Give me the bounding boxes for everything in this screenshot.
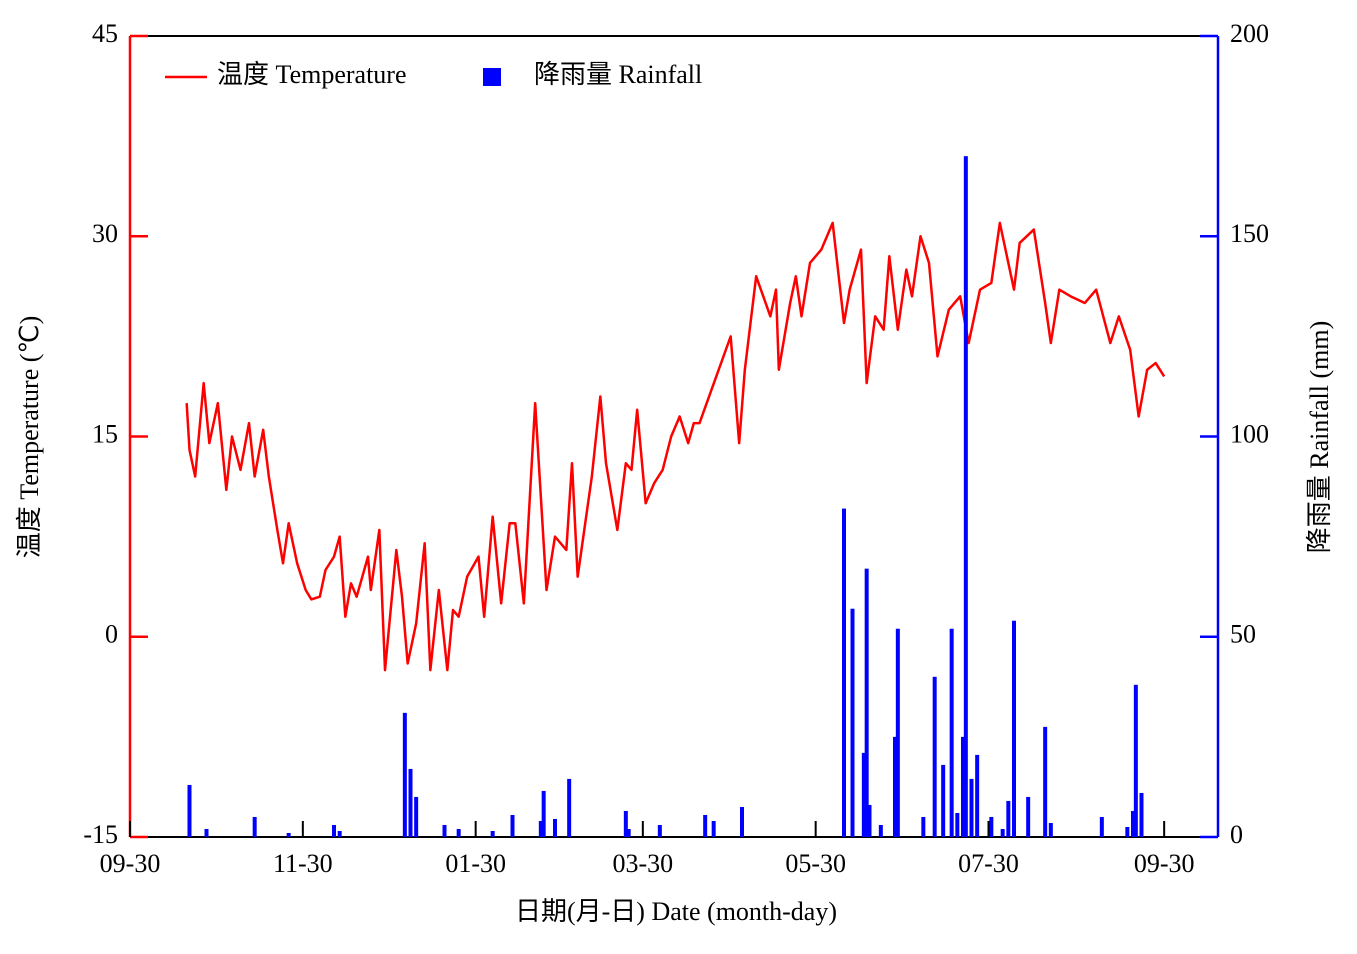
rainfall-bar bbox=[893, 736, 897, 837]
y2-axis-label: 降雨量 Rainfall (mm) bbox=[1305, 321, 1334, 554]
legend-swatch bbox=[483, 68, 501, 86]
x-tick-label: 01-30 bbox=[445, 849, 506, 878]
rainfall-bar bbox=[623, 810, 628, 837]
rainfall-bar bbox=[963, 156, 968, 837]
temperature-line bbox=[185, 221, 1166, 672]
y-tick-label: 45 bbox=[92, 19, 118, 48]
rainfall-bar bbox=[337, 830, 342, 837]
rainfall-bar bbox=[955, 812, 960, 837]
rainfall-bar bbox=[895, 628, 900, 837]
rainfall-bar bbox=[921, 816, 926, 837]
x-tick-label: 11-30 bbox=[273, 849, 333, 878]
x-tick-label: 07-30 bbox=[958, 849, 1019, 878]
rainfall-bar bbox=[864, 568, 869, 837]
rainfall-bar bbox=[286, 832, 291, 837]
rainfall-bar bbox=[861, 752, 866, 837]
rainfall-bar bbox=[510, 814, 515, 837]
y-tick-label: 30 bbox=[92, 219, 118, 248]
legend-label: 温度 Temperature bbox=[217, 60, 407, 89]
rainfall-bar bbox=[1012, 620, 1016, 837]
rainfall-bar bbox=[1099, 816, 1104, 837]
rainfall-bar bbox=[1000, 828, 1005, 837]
rainfall-bar bbox=[538, 820, 543, 837]
rainfall-bar bbox=[626, 828, 631, 837]
rainfall-bar bbox=[1048, 822, 1053, 837]
rainfall-bar bbox=[867, 804, 872, 837]
rainfall-bar bbox=[187, 784, 192, 837]
rainfall-bar bbox=[932, 676, 937, 837]
rainfall-bar bbox=[1131, 810, 1135, 837]
rainfall-bar bbox=[402, 712, 407, 837]
rainfall-bar bbox=[711, 820, 716, 837]
rainfall-bar bbox=[657, 824, 662, 837]
y2-tick-label: 0 bbox=[1230, 820, 1243, 849]
rainfall-bar bbox=[1125, 826, 1130, 837]
x-tick-label: 09-30 bbox=[1134, 849, 1195, 878]
y2-tick-label: 50 bbox=[1230, 620, 1256, 649]
rainfall-bar bbox=[703, 814, 708, 837]
y-axis-label: 温度 Temperature (℃) bbox=[15, 316, 44, 559]
rainfall-bar bbox=[252, 816, 257, 837]
rainfall-bar bbox=[1043, 726, 1048, 837]
rainfall-bar bbox=[408, 768, 413, 837]
x-tick-label: 05-30 bbox=[785, 849, 846, 878]
rainfall-bar bbox=[456, 828, 461, 837]
x-tick-label: 03-30 bbox=[612, 849, 673, 878]
y-tick-label: 0 bbox=[105, 620, 118, 649]
rainfall-bar bbox=[1139, 792, 1144, 837]
rainfall-bar bbox=[204, 828, 209, 837]
rainfall-bar bbox=[1006, 800, 1011, 837]
rainfall-bar bbox=[941, 764, 946, 837]
rainfall-bar bbox=[989, 816, 994, 837]
rainfall-bar bbox=[850, 608, 855, 837]
rainfall-bar bbox=[567, 778, 572, 837]
y2-tick-label: 200 bbox=[1230, 19, 1269, 48]
x-axis-label: 日期(月-日) Date (month-day) bbox=[515, 897, 837, 926]
rainfall-bar bbox=[332, 824, 336, 837]
rainfall-bar bbox=[1133, 684, 1138, 837]
y2-tick-label: 100 bbox=[1230, 419, 1269, 448]
legend-label: 降雨量 Rainfall bbox=[534, 60, 702, 89]
rainfall-bar bbox=[553, 818, 557, 837]
rainfall-bar bbox=[1026, 796, 1031, 837]
rainfall-bar bbox=[961, 736, 965, 837]
y2-tick-label: 150 bbox=[1230, 219, 1269, 248]
x-tick-label: 09-30 bbox=[100, 849, 161, 878]
rainfall-bar bbox=[975, 754, 980, 837]
rainfall-bar bbox=[842, 508, 846, 837]
rainfall-bar bbox=[740, 806, 744, 837]
rainfall-bar bbox=[969, 778, 974, 837]
rainfall-bar bbox=[490, 830, 495, 837]
rainfall-bar bbox=[541, 790, 546, 837]
rainfall-bar bbox=[414, 796, 419, 837]
y-tick-label: -15 bbox=[83, 820, 118, 849]
rainfall-bar bbox=[442, 824, 447, 837]
rainfall-bar bbox=[878, 824, 883, 837]
y-tick-label: 15 bbox=[92, 419, 118, 448]
rainfall-bar bbox=[949, 628, 954, 837]
